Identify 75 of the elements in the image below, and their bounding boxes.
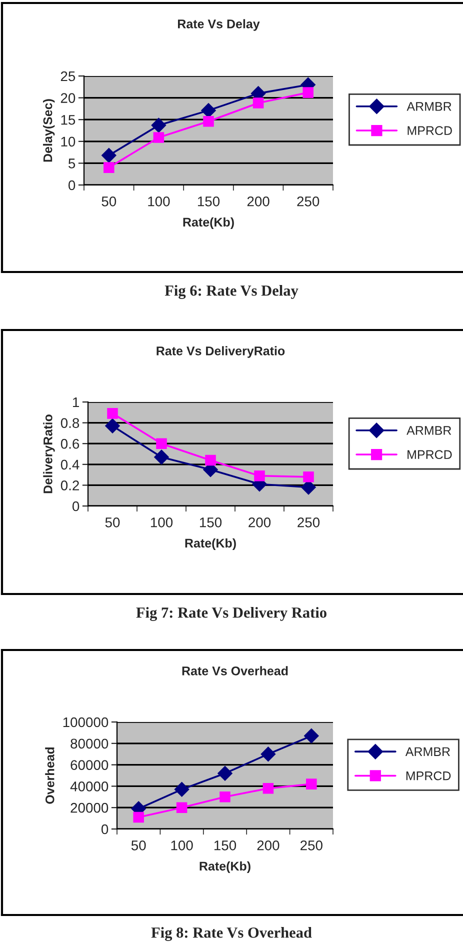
y-tick-label: 80000 [70, 738, 108, 749]
y-tick-label: 0.4 [60, 460, 80, 470]
x-tick-label: 200 [247, 196, 270, 206]
caption: Fig 8: Rate Vs Overhead [151, 927, 312, 941]
x-tick-label: 100 [148, 196, 170, 206]
x-tick-label: 200 [248, 517, 271, 528]
caption: Fig 6: Rate Vs Delay [164, 285, 298, 299]
y-axis-title: Delay(Sec) [43, 99, 55, 162]
y-tick-label: 20 [60, 93, 76, 103]
x-tick-label: 50 [102, 196, 116, 206]
legend-label: MPRCD [408, 126, 452, 136]
point [107, 408, 118, 419]
chart-title: Rate Vs Delay [178, 19, 260, 31]
y-tick-label: 25 [60, 71, 76, 82]
x-tick-label: 50 [105, 517, 120, 528]
x-tick-label: 150 [198, 196, 220, 206]
legend-label: ARMBR [406, 426, 452, 435]
point [306, 778, 317, 790]
point [302, 87, 314, 98]
y-tick-label: 0 [101, 824, 108, 834]
y-tick-label: 0 [72, 501, 80, 512]
y-tick-label: 60000 [70, 760, 108, 770]
point [304, 728, 319, 744]
x-tick-label: 250 [297, 196, 320, 206]
point [153, 132, 164, 143]
point [104, 162, 114, 173]
chart-title: Rate Vs Overhead [182, 666, 288, 676]
point [254, 470, 265, 482]
point [133, 812, 144, 823]
y-tick-label: 5 [68, 158, 76, 168]
point [156, 438, 167, 449]
y-tick-label: 15 [61, 115, 76, 125]
point [260, 746, 276, 762]
y-tick-label: 20000 [70, 802, 108, 813]
y-tick-label: 100000 [63, 717, 108, 728]
point [203, 116, 214, 127]
y-axis-title: DeliveryRatio [43, 414, 55, 494]
x-tick-label: 100 [171, 840, 193, 850]
point [174, 782, 190, 797]
point [252, 98, 264, 108]
x-axis-title: Rate(Kb) [185, 538, 236, 550]
point [205, 454, 216, 466]
y-tick-label: 0.8 [60, 418, 80, 428]
point [201, 103, 216, 118]
point [262, 782, 274, 794]
x-tick-label: 150 [200, 517, 222, 528]
y-tick-label: 10 [61, 136, 76, 147]
x-tick-label: 100 [150, 517, 173, 528]
point [176, 802, 188, 813]
y-tick-label: 40000 [70, 782, 108, 792]
x-tick-label: 200 [257, 840, 280, 850]
y-tick-label: 0.6 [60, 438, 80, 449]
x-axis-title: Rate(Kb) [200, 861, 250, 874]
point [303, 472, 314, 482]
y-tick-label: 1 [73, 397, 79, 408]
x-tick-label: 50 [131, 840, 146, 850]
y-axis-title: Overhead [45, 747, 54, 804]
legend-label: MPRCD [408, 450, 452, 460]
x-tick-label: 250 [298, 517, 320, 528]
point [151, 118, 166, 133]
y-tick-label: 0 [68, 180, 76, 190]
point [218, 766, 232, 781]
point [102, 148, 116, 163]
caption: Fig 7: Rate Vs Delivery Ratio [136, 607, 326, 621]
point [220, 792, 230, 802]
legend-label: ARMBR [406, 102, 452, 111]
x-axis-title: Rate(Kb) [183, 217, 234, 230]
legend-label: ARMBR [405, 747, 450, 756]
x-tick-label: 250 [300, 840, 322, 850]
legend-label: MPRCD [406, 771, 451, 780]
y-tick-label: 0.2 [60, 480, 79, 490]
point [154, 450, 169, 465]
chart-title: Rate Vs DeliveryRatio [156, 346, 285, 358]
point [105, 418, 120, 434]
x-tick-label: 150 [214, 840, 236, 850]
